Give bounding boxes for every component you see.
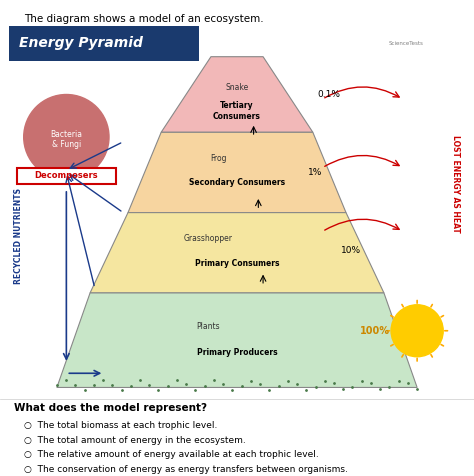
Text: ○  The relative amount of energy available at each trophic level.: ○ The relative amount of energy availabl… — [24, 450, 319, 459]
Text: Primary Producers: Primary Producers — [197, 347, 277, 357]
FancyBboxPatch shape — [9, 26, 199, 61]
Polygon shape — [128, 132, 346, 213]
Text: LOST ENERGY AS HEAT: LOST ENERGY AS HEAT — [451, 135, 459, 233]
Text: RECYCLED NUTRIENTS: RECYCLED NUTRIENTS — [15, 188, 23, 284]
Text: Energy Pyramid: Energy Pyramid — [19, 37, 143, 50]
Text: 0.1%: 0.1% — [318, 90, 341, 99]
Text: 10%: 10% — [341, 246, 361, 255]
Text: Plants: Plants — [197, 322, 220, 331]
Text: Secondary Consumers: Secondary Consumers — [189, 178, 285, 188]
Text: ○  The total amount of energy in the ecosystem.: ○ The total amount of energy in the ecos… — [24, 436, 246, 445]
Text: The diagram shows a model of an ecosystem.: The diagram shows a model of an ecosyste… — [24, 14, 264, 24]
Text: What does the model represent?: What does the model represent? — [14, 403, 207, 413]
Polygon shape — [57, 293, 417, 387]
Text: ○  The conservation of energy as energy transfers between organisms.: ○ The conservation of energy as energy t… — [24, 466, 347, 475]
Polygon shape — [161, 57, 313, 132]
Text: 1%: 1% — [308, 168, 322, 177]
Circle shape — [391, 305, 443, 357]
Text: Frog: Frog — [210, 154, 226, 163]
Polygon shape — [90, 213, 384, 293]
FancyBboxPatch shape — [17, 168, 116, 184]
Text: 100%: 100% — [359, 326, 390, 336]
Text: ScienceTests: ScienceTests — [389, 41, 424, 46]
Circle shape — [24, 95, 109, 179]
Text: Bacteria
& Fungi: Bacteria & Fungi — [50, 129, 82, 149]
Text: Tertiary
Consumers: Tertiary Consumers — [213, 101, 261, 121]
Polygon shape — [346, 293, 417, 368]
Text: Snake: Snake — [225, 83, 249, 92]
Text: Decomposers: Decomposers — [35, 171, 98, 180]
Text: ○  The total biomass at each trophic level.: ○ The total biomass at each trophic leve… — [24, 421, 217, 430]
Text: Grasshopper: Grasshopper — [184, 234, 233, 243]
Text: Primary Consumers: Primary Consumers — [195, 258, 279, 268]
